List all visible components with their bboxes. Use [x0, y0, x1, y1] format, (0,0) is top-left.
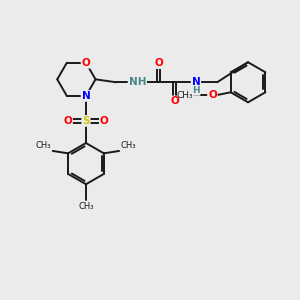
- Text: H: H: [192, 86, 200, 95]
- Text: O: O: [208, 90, 217, 100]
- Text: O: O: [82, 58, 90, 68]
- Text: CH₃: CH₃: [121, 141, 136, 150]
- Text: O: O: [170, 96, 179, 106]
- Text: O: O: [154, 58, 163, 68]
- Text: S: S: [82, 116, 90, 126]
- Text: CH₃: CH₃: [176, 91, 193, 100]
- Text: CH₃: CH₃: [78, 202, 94, 211]
- Text: N: N: [192, 77, 200, 87]
- Text: O: O: [100, 116, 109, 126]
- Text: O: O: [63, 116, 72, 126]
- Text: N: N: [82, 91, 90, 101]
- Text: CH₃: CH₃: [36, 141, 51, 150]
- Text: NH: NH: [129, 77, 146, 87]
